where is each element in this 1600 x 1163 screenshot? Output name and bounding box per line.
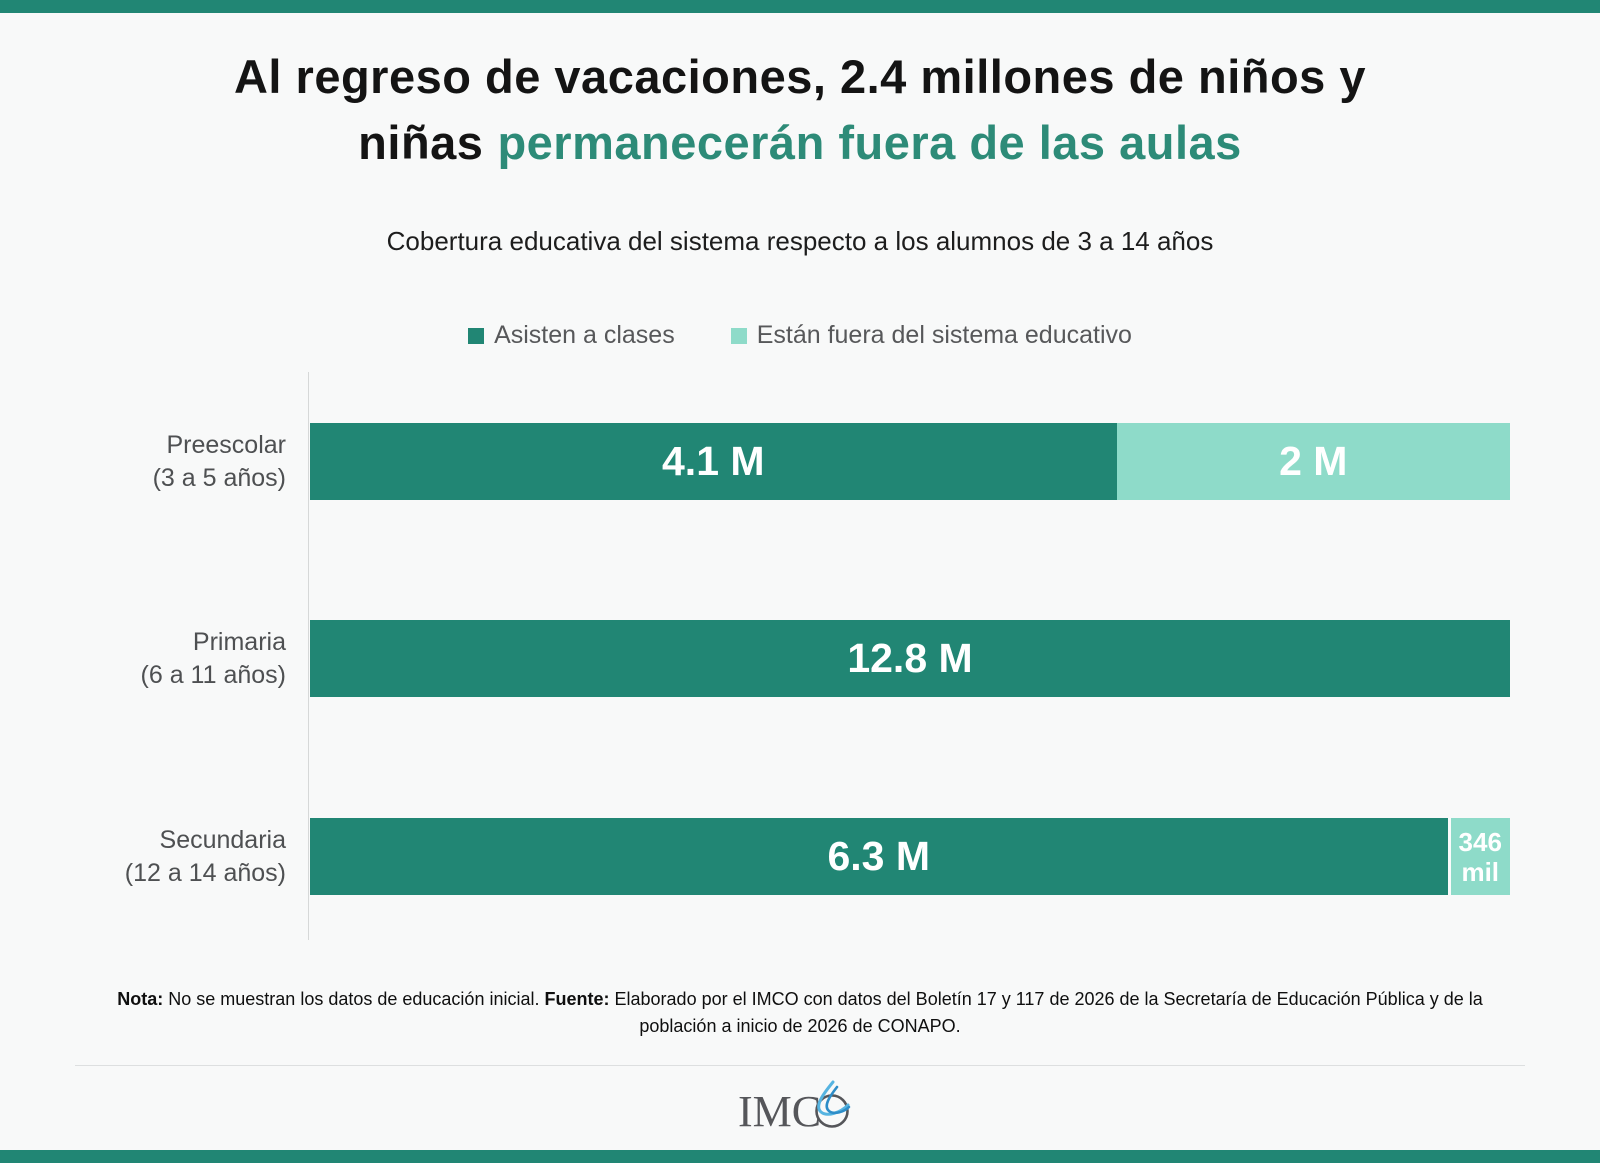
- legend-label-in-school: Asisten a clases: [494, 321, 675, 349]
- bar-value-label: 4.1 M: [662, 438, 765, 484]
- category-label-primaria: Primaria (6 a 11 años): [140, 627, 286, 689]
- bar-segment-out-of-school: 2 M: [1116, 423, 1510, 500]
- chart-legend: Asisten a clases Están fuera del sistema…: [0, 321, 1600, 350]
- imco-logo-text: IMC: [738, 1087, 821, 1136]
- imco-logo-graphic: IMC: [738, 1080, 851, 1136]
- y-axis-line: [308, 372, 309, 940]
- stacked-bar-chart: Preescolar (3 a 5 años) 4.1 M 2 M Primar…: [0, 372, 1600, 942]
- bar-value-label: 12.8 M: [847, 635, 973, 681]
- bar-value-label: 346 mil: [1458, 826, 1502, 887]
- bottom-accent-strip: [0, 1150, 1600, 1163]
- page-title: Al regreso de vacaciones, 2.4 millones d…: [0, 44, 1600, 176]
- bar-segment-in-school: 4.1 M: [310, 423, 1117, 500]
- legend-label-out-of-school: Están fuera del sistema educativo: [756, 321, 1132, 349]
- legend-item-out-of-school: Están fuera del sistema educativo: [730, 321, 1132, 350]
- footer-divider: [75, 1065, 1525, 1066]
- bar-value-label: 6.3 M: [827, 833, 931, 879]
- category-label-secundaria: Secundaria (12 a 14 años): [124, 825, 286, 887]
- title-line1: Al regreso de vacaciones, 2.4 millones d…: [233, 50, 1367, 103]
- footnote-fuente-text: Elaborado por el IMCO con datos del Bole…: [614, 989, 1483, 1036]
- title-line2-accent: permanecerán fuera de las aulas: [497, 116, 1242, 169]
- legend-item-in-school: Asisten a clases: [468, 321, 675, 350]
- footnote: Nota: No se muestran los datos de educac…: [100, 986, 1500, 1040]
- footnote-nota-label: Nota:: [117, 989, 164, 1009]
- top-accent-strip: [0, 0, 1600, 13]
- category-label-preescolar: Preescolar (3 a 5 años): [152, 430, 286, 492]
- bar-segment-in-school: 6.3 M: [310, 818, 1448, 895]
- bar-value-label: 2 M: [1279, 438, 1348, 484]
- chart-subtitle: Cobertura educativa del sistema respecto…: [386, 226, 1214, 256]
- bar-segment-in-school: 12.8 M: [310, 620, 1510, 697]
- footnote-nota-text: No se muestran los datos de educación in…: [168, 989, 540, 1009]
- imco-logo-swoosh-dark: [825, 1085, 851, 1115]
- title-line2-black: niñas: [358, 116, 484, 169]
- bar-row-preescolar: Preescolar (3 a 5 años) 4.1 M 2 M: [153, 423, 1510, 500]
- bar-row-primaria: Primaria (6 a 11 años) 12.8 M: [141, 620, 1510, 697]
- bar-segment-out-of-school: 346 mil: [1447, 818, 1510, 895]
- legend-swatch-in-school: [468, 327, 485, 344]
- legend-swatch-out-of-school: [730, 327, 747, 344]
- bar-row-secundaria: Secundaria (12 a 14 años) 6.3 M 346 mil: [125, 818, 1510, 895]
- footnote-fuente-label: Fuente:: [544, 989, 610, 1009]
- imco-logo: IMC: [734, 1080, 866, 1143]
